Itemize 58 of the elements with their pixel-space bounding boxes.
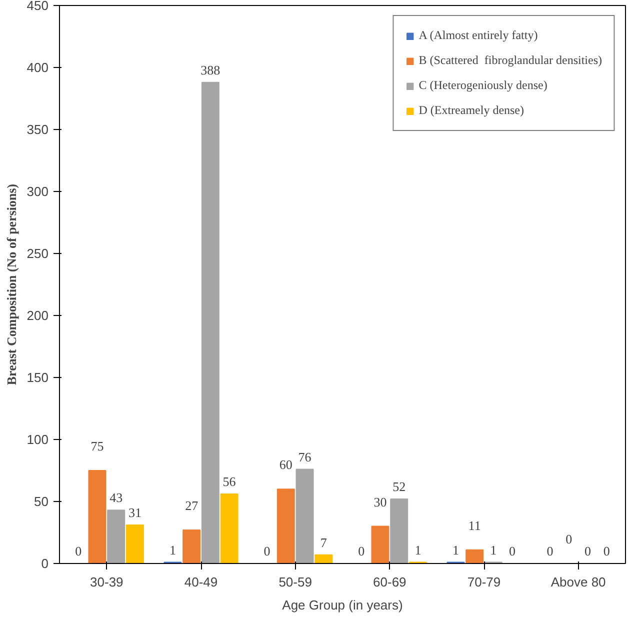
data-label: 11 <box>468 518 481 533</box>
x-tick-label: 40-49 <box>184 574 218 590</box>
data-label: 75 <box>90 438 104 454</box>
y-tick-label: 450 <box>26 0 49 13</box>
data-label: 1 <box>169 542 176 558</box>
bar <box>88 470 106 564</box>
x-tick-label: 50-59 <box>278 574 312 590</box>
legend-label: A (Almost entirely fatty) <box>418 28 538 43</box>
bar <box>371 526 390 564</box>
data-label: 388 <box>200 62 220 78</box>
data-label: 0 <box>509 544 516 558</box>
y-tick-label: 50 <box>34 494 49 509</box>
bar <box>182 530 201 564</box>
data-label: 0 <box>584 544 592 558</box>
data-label: 30 <box>374 494 387 510</box>
y-tick-label: 100 <box>26 432 49 447</box>
y-tick-label: 350 <box>26 122 49 137</box>
x-tick-label: 70-79 <box>467 574 501 590</box>
legend-label: D (Extreamely dense) <box>418 103 524 118</box>
data-label: 1 <box>414 542 422 558</box>
data-label: 1 <box>490 542 497 558</box>
bar <box>107 510 126 564</box>
bar <box>296 468 314 564</box>
x-tick-label: 60-69 <box>373 574 406 590</box>
y-tick-label: 300 <box>26 184 49 199</box>
data-label: 0 <box>546 544 554 558</box>
bar <box>466 549 484 564</box>
data-label: 52 <box>392 479 406 494</box>
data-label: 0 <box>566 532 572 546</box>
x-axis-title: Age Group (in years) <box>282 598 403 612</box>
y-tick-label: 0 <box>41 556 49 571</box>
legend-label: B (Scattered fibroglandular densities) <box>418 53 602 68</box>
data-label: 31 <box>128 505 142 520</box>
bar <box>220 494 238 564</box>
y-tick-label: 150 <box>26 370 49 385</box>
data-label: 0 <box>358 544 365 558</box>
data-label: 1 <box>452 542 459 558</box>
y-axis-title: Breast Composition (No of persions) <box>4 184 19 386</box>
data-label: 0 <box>603 544 610 558</box>
data-label: 56 <box>222 474 236 490</box>
legend-label: C (Heterogeniously dense) <box>418 78 548 93</box>
x-tick-label: 30-39 <box>90 574 124 590</box>
data-label: 60 <box>279 457 292 472</box>
data-label: 0 <box>264 544 270 558</box>
bar <box>201 82 220 564</box>
y-tick-label: 400 <box>26 60 49 75</box>
y-tick-label: 250 <box>26 246 49 261</box>
bar <box>126 524 144 564</box>
bar <box>314 554 333 564</box>
data-label: 27 <box>185 498 199 514</box>
x-tick-label: Above 80 <box>550 574 606 590</box>
bar <box>390 498 408 564</box>
bar <box>276 488 295 564</box>
data-label: 76 <box>298 449 312 464</box>
y-tick-label: 200 <box>26 308 49 323</box>
data-label: 7 <box>320 534 328 550</box>
data-label: 43 <box>110 490 123 506</box>
data-label: 0 <box>75 544 82 558</box>
